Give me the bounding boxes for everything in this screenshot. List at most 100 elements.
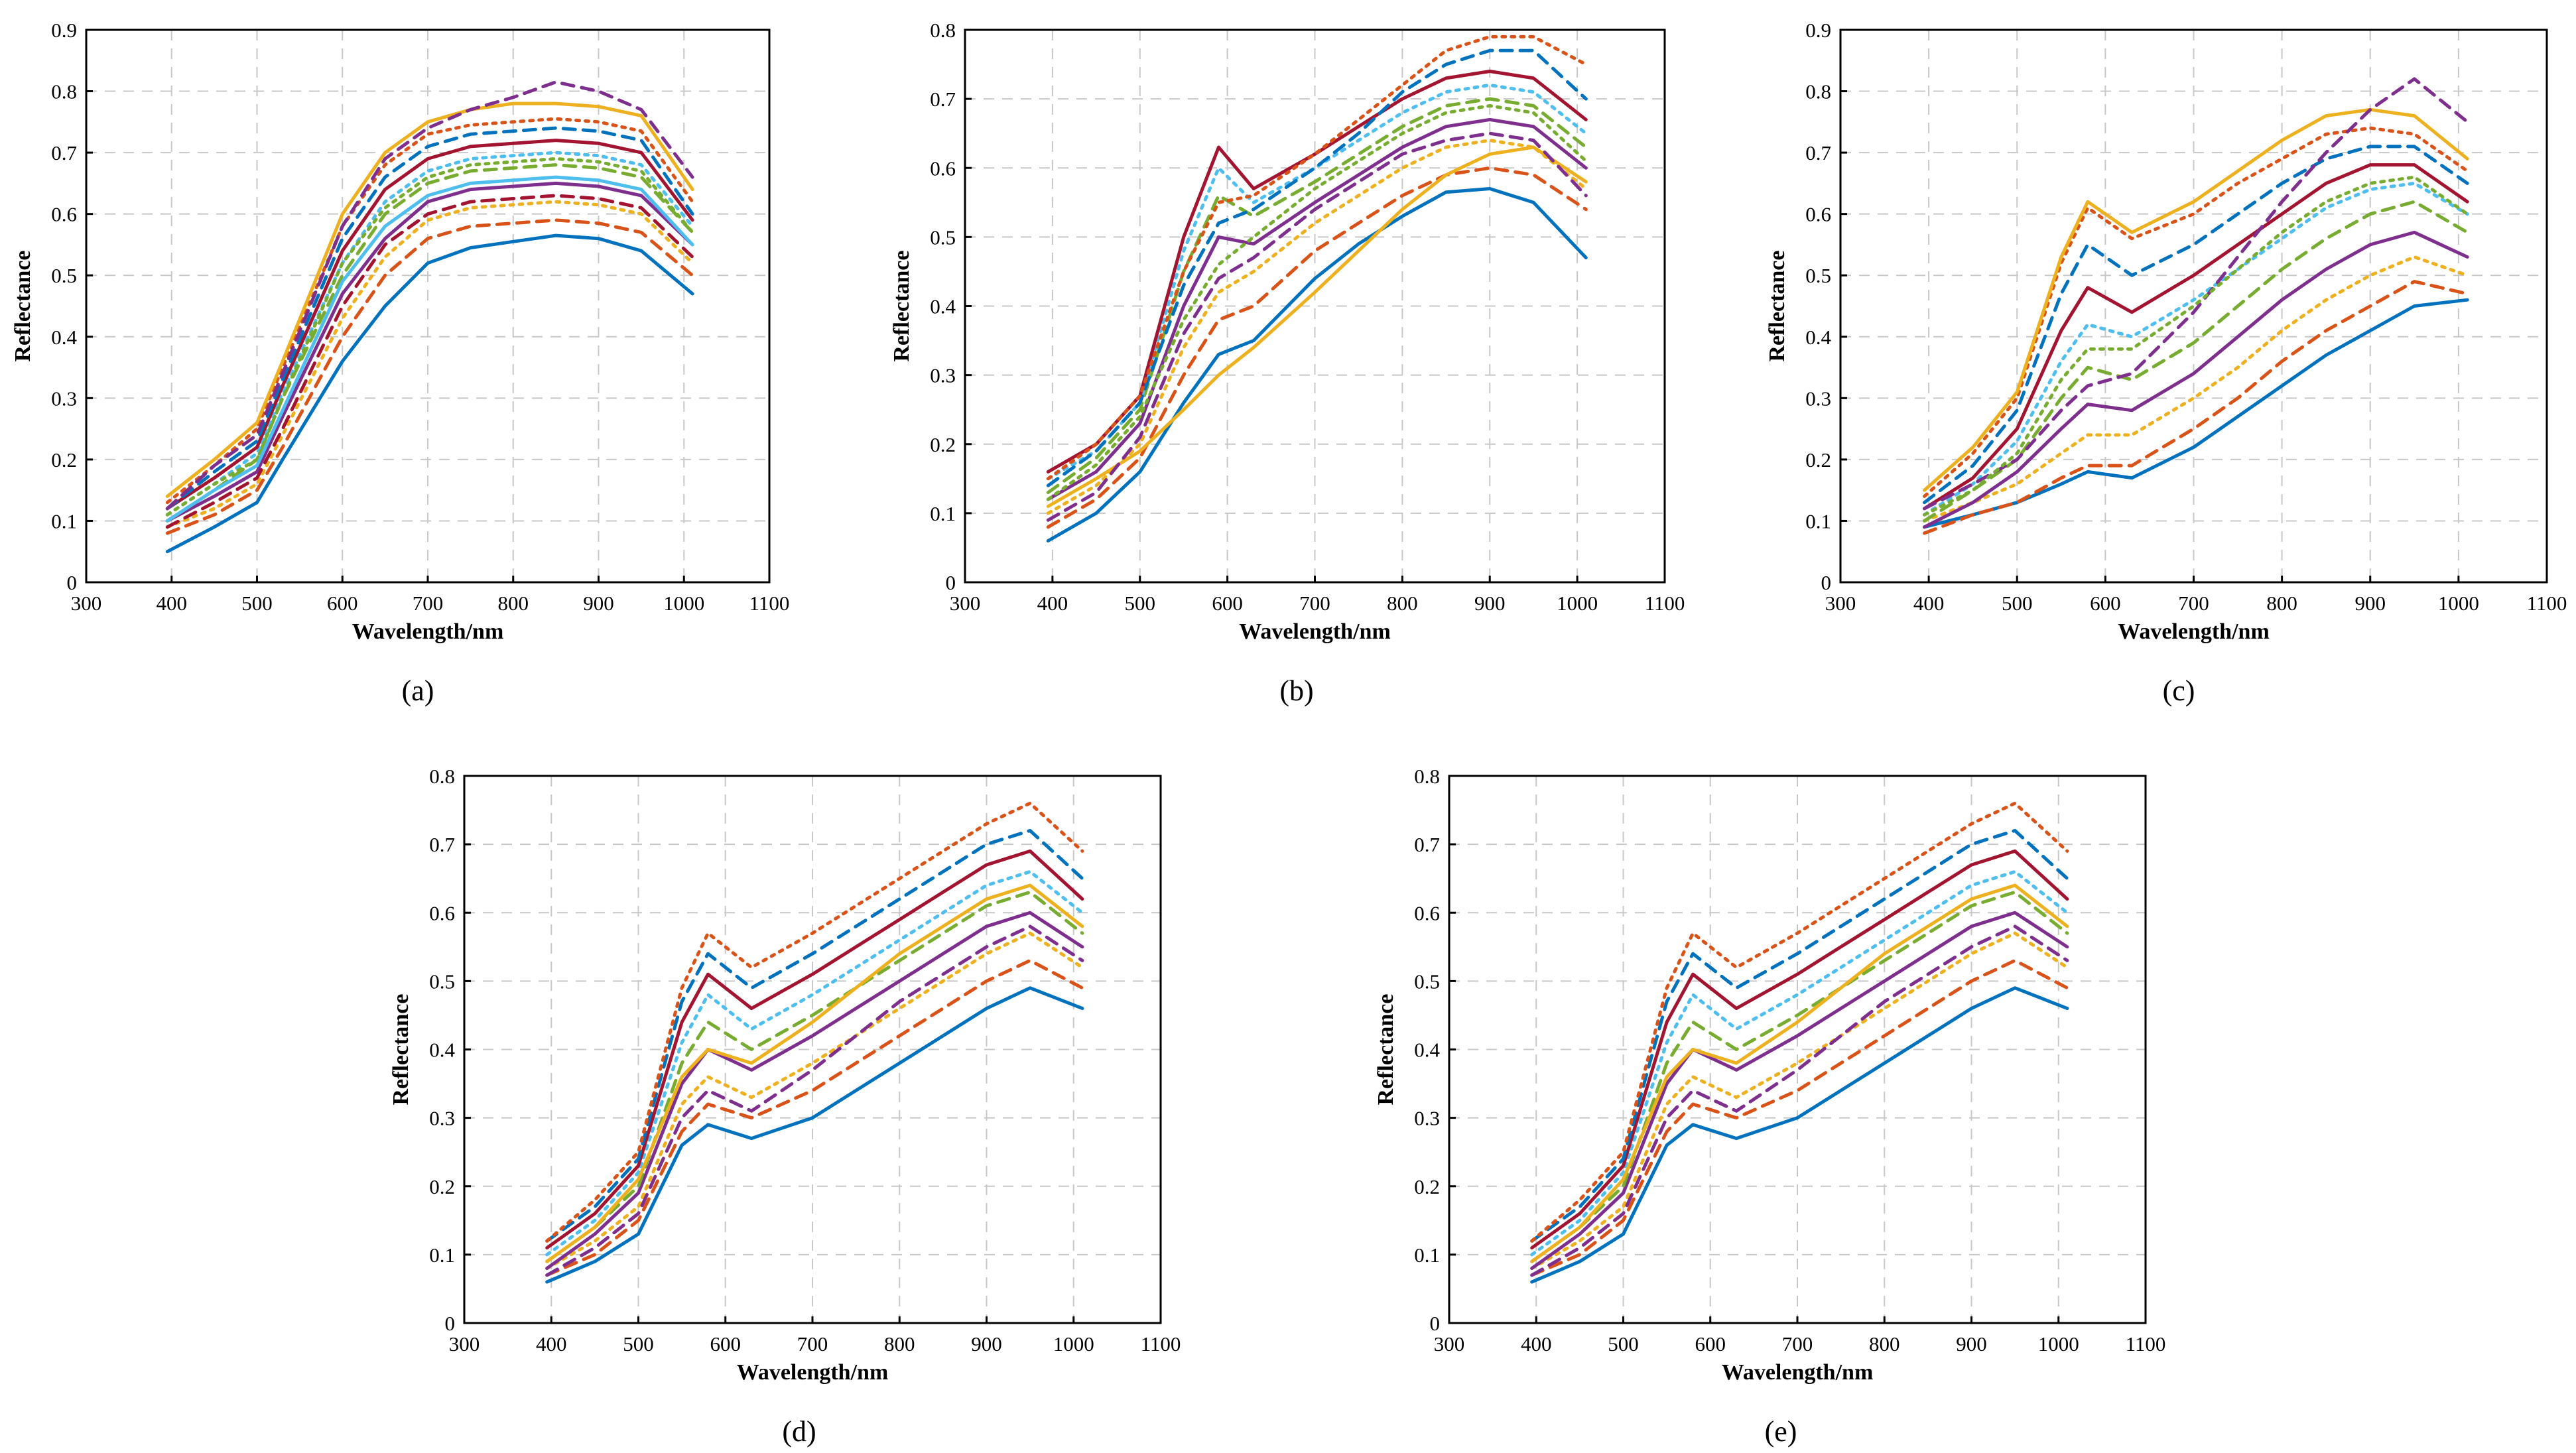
x-axis-label: Wavelength/nm: [352, 619, 504, 644]
series-line: [1923, 280, 2469, 535]
x-tick-label: 800: [1387, 592, 1418, 615]
x-tick-label: 800: [2266, 592, 2297, 615]
series-line: [545, 869, 1084, 1257]
y-tick-label: 0.8: [429, 765, 455, 788]
series-line: [1046, 187, 1588, 542]
panel-caption: (e): [1765, 1415, 1797, 1448]
x-tick-label: 700: [1782, 1332, 1813, 1356]
series-group: [165, 80, 694, 554]
series-line: [545, 829, 1084, 1243]
series-line: [1923, 77, 2469, 511]
y-tick-label: 0.4: [51, 326, 77, 349]
x-tick-label: 1100: [1645, 592, 1685, 615]
y-tick-label: 0.2: [930, 433, 956, 456]
y-tick-label: 0.8: [930, 19, 956, 42]
series-line: [1046, 97, 1588, 495]
series-line: [165, 181, 694, 523]
y-tick-label: 0.3: [51, 387, 77, 410]
y-tick-label: 0: [1821, 571, 1832, 594]
x-tick-label: 800: [498, 592, 529, 615]
y-tick-label: 0.7: [930, 88, 956, 111]
series-line: [1046, 117, 1588, 501]
x-axis-label: Wavelength/nm: [737, 1360, 889, 1385]
series-line: [545, 958, 1084, 1277]
y-tick-label: 0.4: [429, 1039, 455, 1062]
x-axis-label: Wavelength/nm: [1722, 1360, 1874, 1385]
series-line: [165, 233, 694, 554]
series-line: [165, 200, 694, 529]
y-axis-label: Reflectance: [11, 250, 35, 361]
series-line: [1530, 829, 2069, 1243]
series-line: [1046, 48, 1588, 487]
series-line: [1923, 298, 2469, 529]
grid: [965, 30, 1665, 582]
y-tick-label: 0.6: [1805, 203, 1831, 226]
y-tick-label: 0.7: [1805, 141, 1831, 164]
x-tick-label: 1000: [1053, 1332, 1094, 1356]
panel-caption: (c): [2163, 674, 2195, 707]
y-tick-label: 0.1: [429, 1243, 455, 1267]
series-group: [1923, 77, 2469, 535]
x-tick-label: 300: [449, 1332, 480, 1356]
x-tick-label: 600: [327, 592, 358, 615]
x-tick-label: 900: [971, 1332, 1002, 1356]
panel-caption: (b): [1279, 674, 1313, 707]
series-line: [1530, 890, 2069, 1263]
x-tick-label: 1000: [1557, 592, 1598, 615]
series-line: [165, 117, 694, 505]
series-line: [1046, 145, 1588, 508]
x-tick-label: 500: [1608, 1332, 1639, 1356]
x-tick-label: 300: [1434, 1332, 1465, 1356]
y-tick-label: 0.8: [1805, 80, 1831, 103]
series-line: [1923, 145, 2469, 505]
y-tick-label: 0.3: [429, 1107, 455, 1130]
y-tick-label: 0.3: [1805, 387, 1831, 410]
series-group: [545, 801, 1084, 1284]
series-line: [1046, 104, 1588, 501]
y-axis-label: Reflectance: [389, 993, 413, 1105]
x-tick-label: 900: [1474, 592, 1506, 615]
x-tick-label: 1000: [663, 592, 704, 615]
series-line: [545, 924, 1084, 1277]
x-tick-label: 700: [413, 592, 444, 615]
y-tick-label: 0: [1430, 1312, 1441, 1335]
series-group: [1046, 34, 1588, 542]
series-line: [545, 911, 1084, 1270]
x-axis-label: Wavelength/nm: [1239, 619, 1391, 644]
x-tick-label: 700: [2178, 592, 2209, 615]
series-group: [1530, 801, 2069, 1284]
panel-caption: (a): [402, 674, 434, 707]
x-tick-label: 900: [2355, 592, 2386, 615]
x-tick-label: 400: [1037, 592, 1068, 615]
x-tick-label: 600: [1695, 1332, 1726, 1356]
y-tick-label: 0.7: [51, 141, 77, 164]
series-line: [1923, 175, 2469, 517]
x-tick-label: 300: [71, 592, 102, 615]
series-line: [1530, 924, 2069, 1277]
series-line: [545, 931, 1084, 1270]
series-line: [1046, 70, 1588, 474]
series-line: [545, 883, 1084, 1263]
x-tick-label: 900: [1956, 1332, 1987, 1356]
series-line: [1046, 34, 1588, 481]
y-tick-label: 0.2: [1805, 448, 1831, 472]
series-line: [165, 175, 694, 523]
y-tick-label: 0.5: [1805, 264, 1831, 287]
series-line: [545, 849, 1084, 1250]
series-line: [165, 101, 694, 498]
x-tick-label: 1100: [749, 592, 790, 615]
y-tick-label: 0.5: [429, 970, 455, 993]
series-line: [1530, 883, 2069, 1263]
y-tick-label: 0.4: [930, 295, 956, 318]
series-line: [1923, 230, 2469, 529]
x-tick-label: 1100: [2527, 592, 2567, 615]
x-tick-label: 600: [710, 1332, 741, 1356]
x-tick-label: 600: [2090, 592, 2121, 615]
y-tick-label: 0.9: [1805, 19, 1831, 42]
series-line: [1923, 200, 2469, 523]
y-axis-label: Reflectance: [889, 250, 914, 361]
series-line: [1046, 131, 1588, 522]
x-tick-label: 500: [1125, 592, 1156, 615]
series-line: [1923, 126, 2469, 498]
